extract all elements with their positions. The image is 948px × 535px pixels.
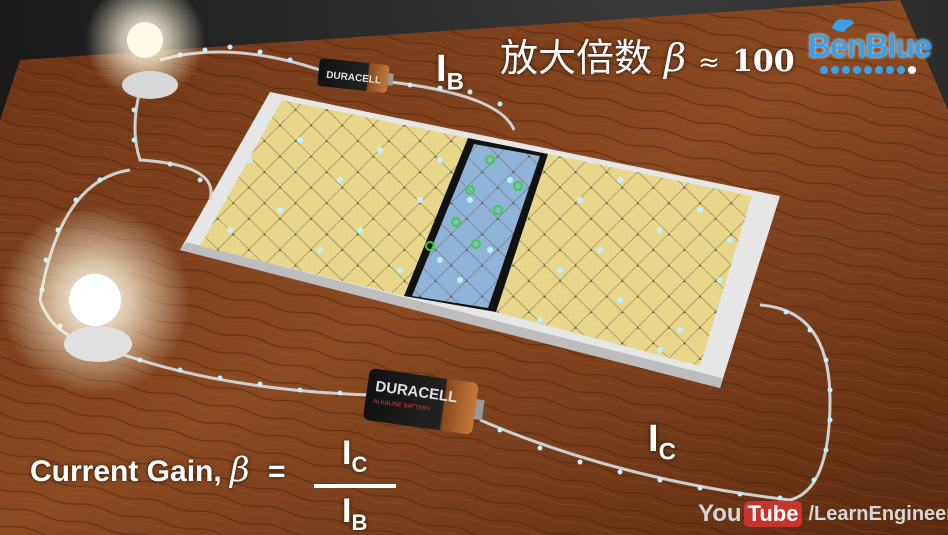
ic-main: I — [648, 418, 659, 460]
frac-num-sub: C — [351, 451, 368, 477]
logo-text: BenBlue — [808, 28, 932, 64]
formula-equals: = — [268, 455, 286, 488]
electrons — [227, 117, 733, 353]
frac-den-main: I — [342, 492, 352, 530]
collector-current-label: IC — [648, 420, 676, 472]
logo-dots — [820, 66, 916, 74]
battery-bottom: DURACELL ALKALINE BATTERY — [363, 368, 485, 435]
base-current-label: IB — [436, 50, 464, 102]
ib-sub: B — [446, 68, 464, 96]
battery-top: DURACELL — [317, 58, 394, 93]
bird-icon — [832, 19, 854, 32]
frac-den-sub: B — [351, 509, 368, 535]
gain-title-cn: 放大倍数 — [500, 36, 653, 80]
electron-flow — [39, 44, 833, 501]
gain-title: 放大倍数 β ≈ 100 — [500, 36, 795, 85]
current-gain-formula: Current Gain, β = — [30, 453, 286, 488]
ic-sub: C — [658, 438, 676, 466]
yt-channel: /LearnEngineering — [808, 502, 948, 525]
yt-you: You — [698, 500, 742, 527]
gain-title-beta: β — [664, 36, 687, 80]
ib-main: I — [436, 48, 447, 90]
holes — [425, 155, 523, 251]
yt-tube: Tube — [743, 501, 803, 527]
frac-num-main: I — [342, 434, 352, 472]
youtube-watermark: You Tube /LearnEngineering — [698, 500, 948, 528]
fraction-bar — [314, 484, 396, 488]
formula-text: Current Gain, — [30, 455, 222, 488]
fraction-denominator: IB — [342, 492, 367, 535]
formula-beta: β — [230, 450, 250, 490]
fraction-numerator: IC — [342, 434, 367, 478]
gain-title-approx: ≈ — [698, 48, 720, 78]
benblue-logo: BenBlue — [808, 14, 936, 76]
gain-title-value: 100 — [732, 44, 795, 79]
